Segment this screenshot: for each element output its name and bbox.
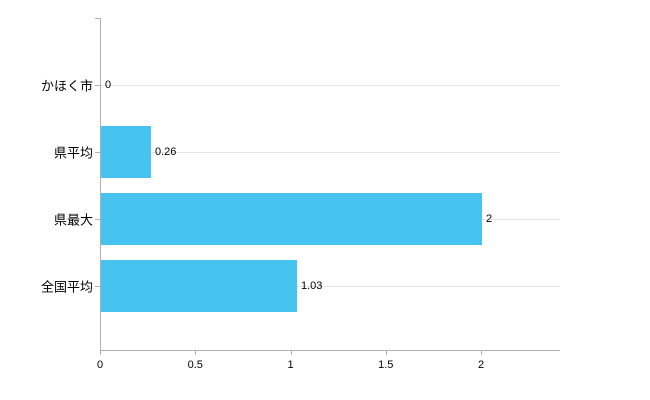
category-label: かほく市	[40, 78, 93, 94]
category-label: 全国平均	[40, 279, 93, 295]
category-gridline	[100, 152, 560, 153]
x-tick-label: 0	[96, 359, 104, 371]
x-axis-tick	[481, 350, 482, 355]
x-tick-label: 0.5	[187, 359, 203, 371]
x-axis-tick	[290, 350, 292, 355]
x-axis-line	[100, 350, 560, 351]
bar-1[interactable]	[101, 126, 151, 178]
y-axis-tick	[95, 85, 100, 86]
x-tick-label: 2	[477, 359, 485, 371]
category-label: 県最大	[53, 212, 93, 228]
x-tick-label: 1	[287, 359, 294, 371]
x-axis-tick	[195, 350, 197, 355]
y-axis-top-tick	[95, 18, 100, 19]
category-label: 県平均	[53, 145, 93, 161]
category-gridline	[100, 286, 560, 287]
y-axis-line	[100, 18, 101, 350]
bar-2[interactable]	[101, 193, 482, 245]
y-axis-tick	[95, 286, 100, 287]
bar-3[interactable]	[101, 260, 297, 312]
value-label: 1.03	[301, 280, 323, 292]
category-gridline	[100, 85, 560, 86]
value-label: 0	[105, 79, 112, 91]
x-axis-tick	[385, 350, 387, 355]
value-label: 2	[486, 213, 493, 225]
y-axis-tick	[95, 152, 100, 153]
x-axis-tick	[100, 350, 101, 355]
y-axis-tick	[95, 219, 100, 220]
x-tick-label: 1.5	[378, 359, 394, 371]
value-label: 0.26	[155, 146, 177, 158]
